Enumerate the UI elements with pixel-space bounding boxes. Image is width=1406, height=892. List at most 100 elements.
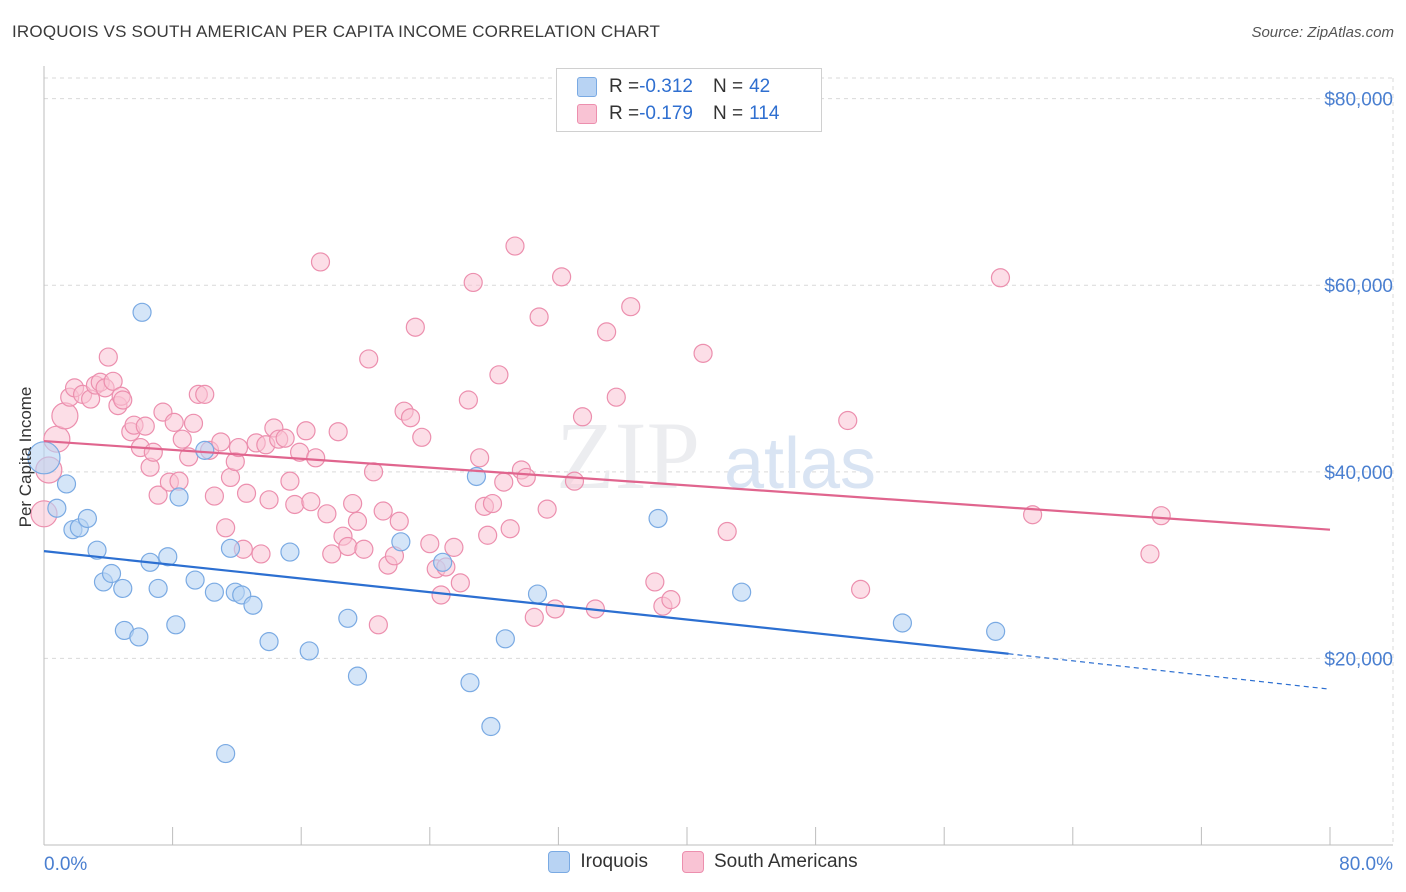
iroquois-point-20 (204, 582, 224, 602)
iroquois-point-9 (113, 578, 133, 599)
x-tick-labels: 0.0% 80.0% (44, 854, 1393, 875)
south-americans-point-101 (606, 387, 626, 407)
south-americans-point-11 (98, 347, 118, 367)
south-americans-point-34 (211, 432, 231, 452)
south-americans-point-42 (251, 544, 271, 564)
series-legend: Iroquois South Americans (0, 851, 1406, 873)
south-americans-point-100 (597, 322, 617, 342)
iroquois-point-18 (185, 570, 205, 590)
south-americans-point-109 (851, 579, 871, 599)
legend-label-south-americans: South Americans (713, 851, 858, 872)
legend-r-label: R = (609, 76, 640, 97)
y-axis-label: Per Capita Income (16, 386, 35, 528)
legend-row-iroquois: R = -0.312 N = 42 (577, 74, 770, 100)
y-tick-label-1: $40,000 (1324, 463, 1393, 484)
legend-label-iroquois: Iroquois (580, 851, 648, 872)
legend-n-value-south-americans: 114 (749, 103, 780, 124)
south-americans-point-53 (306, 448, 326, 468)
legend-r-label: R = (609, 103, 640, 124)
south-americans-point-29 (183, 413, 204, 433)
south-americans-trendline (43, 439, 1331, 531)
south-americans-point-85 (482, 493, 503, 514)
south-americans-point-3 (51, 402, 79, 430)
legend-item-iroquois[interactable]: Iroquois (548, 851, 648, 873)
legend-swatch-iroquois (548, 851, 571, 873)
south-americans-point-40 (236, 483, 257, 503)
iroquois-point-33 (460, 673, 480, 693)
south-americans-point-73 (412, 427, 432, 447)
legend-n-value-iroquois: 42 (749, 76, 771, 97)
x-tick-label-1: 80.0% (1339, 854, 1393, 875)
legend-row-south-americans: R = -0.179 N = 114 (577, 101, 779, 127)
south-americans-point-98 (572, 407, 593, 427)
south-americans-point-48 (280, 471, 300, 491)
south-americans-point-89 (505, 236, 525, 256)
south-americans-point-97 (564, 471, 585, 491)
south-americans-point-64 (363, 462, 384, 482)
iroquois-point-14 (148, 578, 168, 599)
south-americans-point-105 (661, 590, 681, 610)
south-americans-point-59 (338, 536, 358, 557)
iroquois-point-15 (158, 547, 178, 567)
south-americans-point-21 (143, 442, 163, 462)
legend-swatch-south-americans (577, 104, 597, 124)
iroquois-point-28 (299, 641, 319, 661)
south-americans-point-113 (1151, 506, 1171, 526)
gridlines (44, 77, 1394, 845)
legend-r-value-iroquois: -0.312 (639, 76, 693, 97)
south-americans-point-12 (103, 371, 123, 391)
south-americans-point-51 (296, 421, 316, 441)
iroquois-point-11 (129, 627, 149, 647)
correlation-legend: R = -0.312 N = 42 R = -0.179 N = 114 (556, 68, 822, 132)
south-americans-point-15 (113, 390, 133, 410)
south-americans-point-78 (444, 537, 464, 557)
south-americans-point-31 (195, 384, 215, 404)
south-americans-point-56 (322, 544, 342, 564)
south-americans-point-49 (285, 494, 305, 515)
south-americans-point-44 (259, 490, 279, 510)
south-americans-point-110 (990, 268, 1011, 288)
south-americans-point-36 (220, 467, 241, 488)
south-americans-point-102 (621, 297, 641, 317)
legend-swatch-iroquois (577, 77, 597, 97)
iroquois-point-30 (347, 666, 368, 686)
south-americans-point-27 (172, 429, 192, 449)
south-americans-point-106 (693, 343, 713, 363)
iroquois-point-36 (495, 629, 515, 649)
legend-r-value-south-americans: -0.179 (639, 103, 693, 124)
south-americans-point-19 (135, 416, 155, 436)
south-americans-point-79 (450, 573, 470, 593)
legend-swatch-south-americans (681, 851, 704, 873)
iroquois-point-5 (77, 508, 98, 529)
south-americans-point-72 (405, 317, 425, 337)
iroquois-trendline-extension (1008, 653, 1331, 690)
south-americans-point-33 (204, 486, 224, 506)
iroquois-points (27, 302, 1006, 764)
iroquois-point-1 (47, 498, 67, 518)
south-americans-point-80 (458, 390, 478, 410)
south-americans-point-93 (529, 307, 549, 327)
south-americans-point-61 (347, 511, 368, 531)
iroquois-point-35 (481, 716, 501, 737)
iroquois-point-25 (243, 595, 263, 615)
south-americans-point-96 (552, 267, 572, 287)
south-americans-point-69 (389, 511, 409, 531)
iroquois-point-31 (391, 532, 411, 552)
iroquois-point-27 (280, 542, 300, 562)
y-tick-label-2: $60,000 (1324, 276, 1393, 297)
south-americans-point-22 (148, 485, 168, 505)
y-tick-labels: $20,000 $40,000 $60,000 $80,000 (1324, 90, 1393, 671)
south-americans-point-91 (516, 467, 536, 488)
south-americans-point-94 (537, 499, 557, 519)
south-americans-point-112 (1140, 544, 1160, 564)
legend-item-south-americans[interactable]: South Americans (681, 851, 858, 873)
south-americans-point-74 (420, 534, 440, 554)
y-tick-label-3: $80,000 (1324, 90, 1393, 111)
iroquois-trendline (43, 550, 1009, 655)
iroquois-point-2 (56, 474, 77, 494)
iroquois-point-21 (216, 743, 236, 764)
iroquois-point-29 (338, 608, 358, 628)
iroquois-point-22 (220, 538, 241, 558)
iroquois-point-38 (648, 508, 668, 529)
